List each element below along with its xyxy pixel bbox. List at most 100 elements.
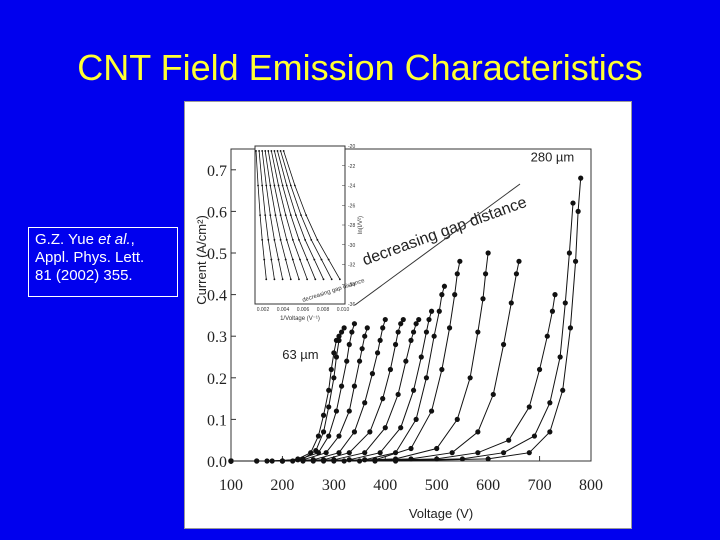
series-13-point-6 bbox=[557, 354, 563, 360]
series-9-point-9 bbox=[457, 258, 463, 264]
inset-y-tick-label-5: -30 bbox=[348, 243, 355, 249]
series-4-point-3 bbox=[336, 450, 342, 456]
series-13-point-3 bbox=[500, 450, 507, 456]
series-11-point-9 bbox=[516, 258, 522, 264]
series-9-point-6 bbox=[446, 325, 453, 331]
inset-y-tick-label-8: -36 bbox=[348, 302, 355, 308]
series-4-point-6 bbox=[369, 371, 376, 377]
series-3-point-7 bbox=[356, 358, 363, 364]
series-12-point-8 bbox=[549, 308, 556, 314]
series-10-point-8 bbox=[482, 271, 489, 277]
series-11-line bbox=[231, 261, 520, 462]
series-12-point-4 bbox=[506, 437, 512, 443]
x-tick-label-1: 200 bbox=[270, 477, 294, 494]
series-13-point-8 bbox=[566, 250, 572, 256]
inset-series-9-point-4 bbox=[327, 258, 330, 261]
inset-series-9-point-2 bbox=[305, 214, 308, 217]
inset-series-4-point-5 bbox=[298, 278, 300, 281]
series-14-point-8 bbox=[575, 208, 581, 214]
series-1-point-6 bbox=[326, 404, 332, 410]
inset-y-axis-title: ln(I/V²) bbox=[358, 216, 364, 234]
inset-series-2-point-5 bbox=[281, 278, 284, 281]
series-9-point-8 bbox=[454, 271, 460, 277]
series-11-point-5 bbox=[490, 391, 496, 398]
series-3-point-8 bbox=[359, 346, 365, 352]
inset-series-7-point-5 bbox=[322, 278, 325, 281]
inset-series-9-line bbox=[283, 150, 341, 280]
annotation-63um: 63 µm bbox=[282, 347, 318, 362]
series-13-point-9 bbox=[570, 200, 576, 206]
series-13-point-7 bbox=[562, 300, 568, 306]
citation-box: G.Z. Yue et al., Appl. Phys. Lett. 81 (2… bbox=[28, 227, 178, 297]
series-5-point-7 bbox=[392, 341, 399, 348]
series-2-point-10 bbox=[351, 321, 358, 327]
inset-x-tick-label-0: 0.002 bbox=[257, 307, 270, 313]
inset-x-axis-title: 1/Voltage (V⁻¹) bbox=[280, 316, 320, 322]
series-12-point-6 bbox=[536, 366, 543, 373]
series-3-point-10 bbox=[364, 325, 370, 331]
inset-series-0-point-2 bbox=[259, 214, 262, 217]
inset-series-7-line bbox=[277, 150, 324, 280]
series-1-point-8 bbox=[333, 354, 340, 360]
inset-series-6-point-4 bbox=[306, 258, 309, 261]
series-10-point-4 bbox=[454, 416, 460, 422]
inset-series-2-point-4 bbox=[277, 258, 280, 261]
series-8-point-9 bbox=[441, 283, 448, 289]
inset-series-6-point-2 bbox=[289, 214, 292, 217]
field-emission-chart: 100 200 300 400 500 600 700 800 0.0 0.1 0.2 0.3 0.4 0… bbox=[194, 144, 603, 521]
inset-series-3-line bbox=[264, 150, 292, 280]
x-tick-label-7: 800 bbox=[579, 477, 603, 494]
series-5-point-8 bbox=[395, 329, 401, 335]
series-12-point-7 bbox=[544, 333, 550, 339]
inset-series-3-point-5 bbox=[289, 278, 292, 281]
inset-series-5-point-0 bbox=[270, 150, 273, 152]
series-13-point-5 bbox=[547, 400, 553, 406]
series-14-point-9 bbox=[578, 175, 584, 181]
series-5-point-10 bbox=[400, 316, 406, 323]
inset-series-8-point-4 bbox=[320, 258, 323, 261]
inset-series-8-point-3 bbox=[310, 238, 313, 241]
x-tick-label-0: 100 bbox=[219, 477, 243, 494]
x-axis-title: Voltage (V) bbox=[409, 506, 473, 521]
series-6-point-4 bbox=[382, 425, 388, 431]
series-4-point-8 bbox=[377, 337, 383, 343]
inset-series-4-point-1 bbox=[273, 184, 276, 187]
series-14-line bbox=[231, 178, 582, 462]
series-8-point-7 bbox=[436, 308, 442, 314]
series-2-point-9 bbox=[349, 329, 355, 335]
inset-series-6-point-3 bbox=[298, 238, 300, 241]
inset-series-8-point-1 bbox=[289, 184, 292, 187]
series-7-point-3 bbox=[377, 450, 383, 456]
inset-series-1-line bbox=[258, 150, 275, 280]
inset-series-4-point-4 bbox=[291, 258, 294, 261]
series-9-point-7 bbox=[452, 292, 458, 298]
series-10-point-3 bbox=[434, 445, 440, 452]
series-6-point-6 bbox=[403, 358, 409, 364]
series-5-point-9 bbox=[398, 321, 404, 327]
inset-series-6-point-0 bbox=[273, 150, 276, 152]
inset-series-7-point-3 bbox=[304, 238, 307, 241]
series-6-point-5 bbox=[395, 391, 401, 398]
series-12-point-2 bbox=[434, 456, 440, 462]
series-12-point-3 bbox=[475, 450, 481, 456]
inset-series-4-line bbox=[267, 150, 300, 280]
inset-series-1-point-2 bbox=[264, 214, 267, 217]
series-14-point-7 bbox=[572, 258, 579, 264]
series-2-point-4 bbox=[326, 433, 332, 439]
series-0-point-9 bbox=[331, 350, 337, 356]
inset-series-0-point-4 bbox=[263, 258, 266, 261]
series-7-point-7 bbox=[423, 329, 430, 335]
series-14-point-5 bbox=[560, 387, 566, 393]
inset-series-3-point-4 bbox=[284, 258, 287, 261]
inset-series-2-point-2 bbox=[269, 214, 272, 217]
series-9-point-4 bbox=[428, 408, 435, 414]
series-0-point-8 bbox=[328, 366, 334, 373]
series-1-point-7 bbox=[331, 375, 337, 381]
series-3-point-5 bbox=[346, 408, 352, 414]
series-2-point-8 bbox=[346, 341, 352, 348]
inset-y-tick-label-4: -28 bbox=[348, 223, 355, 229]
inset-series-4-point-3 bbox=[285, 238, 288, 241]
inset-series-6-point-5 bbox=[314, 278, 317, 281]
series-8-point-4 bbox=[413, 416, 419, 422]
series-12-point-9 bbox=[552, 292, 558, 298]
